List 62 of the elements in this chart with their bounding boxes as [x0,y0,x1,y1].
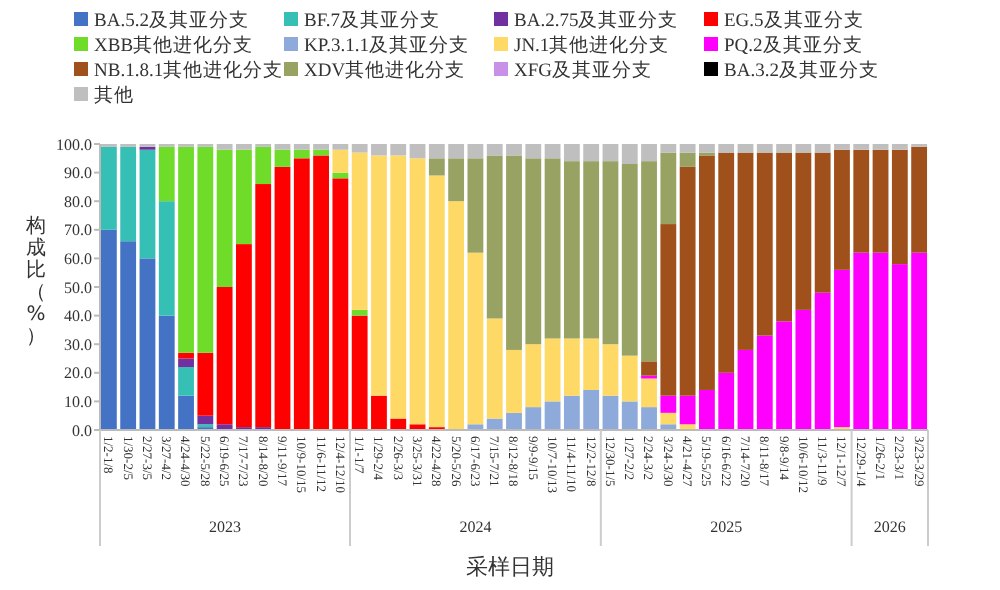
legend-label: BA.3.2及其亚分支 [724,58,879,82]
legend-label: NB.1.8.1其他进化分支 [94,58,284,82]
legend-label: BA.2.75及其亚分支 [514,8,679,32]
bar [332,149,349,173]
bar [544,144,561,159]
bar [197,415,214,425]
bar [602,395,619,430]
text: 2023 [209,518,242,536]
bar [872,144,889,150]
bar [737,144,754,153]
legend-label: 其他 [94,83,134,107]
bar [139,258,156,430]
bar [139,149,156,259]
y-tick-label: 40.0 [64,307,92,326]
bar [467,144,484,159]
bar [351,309,368,316]
bar [544,338,561,402]
bar [178,358,194,368]
bar [872,149,889,253]
y-tick-label: 0.0 [72,421,92,440]
y-tick-label: 50.0 [64,278,92,297]
y-tick-label: 100.0 [56,135,92,154]
legend-label: XDV其他进化分支 [304,58,466,82]
bar [660,395,677,413]
y-tick-label: 60.0 [64,250,92,268]
bar [409,144,426,159]
legend-label: PQ.2及其亚分支 [724,33,863,57]
y-tick-label: 90.0 [64,164,92,183]
bar [660,412,677,425]
bar [274,149,291,167]
y-tick-label: 70.0 [64,221,92,240]
legend-label: XFG及其亚分支 [514,58,653,82]
bar [602,161,619,345]
bar [409,158,426,425]
bar [544,401,561,430]
bar [178,367,194,396]
legend-label: JN.1其他进化分支 [514,33,670,57]
y-tick-label: 30.0 [64,335,92,354]
bar [467,252,484,425]
text: 2026 [873,518,906,536]
x-axis-title: 采样日期 [466,554,554,580]
bar [737,152,754,350]
bar [872,252,889,430]
y-tick-label: 80.0 [64,192,92,211]
legend-label: EG.5及其亚分支 [724,8,864,32]
bar [737,349,754,430]
legend-label: BA.5.2及其亚分支 [94,8,249,32]
bar [274,144,291,150]
text: 2024 [459,518,492,536]
legend-label: BF.7及其亚分支 [304,8,440,32]
y-tick-label: 10.0 [64,393,92,411]
bar [544,158,561,339]
y-axis-title: 构成比（%） [24,214,46,348]
bar [602,344,619,396]
y-tick-label: 20.0 [64,364,92,383]
legend-label: KP.3.1.1及其亚分支 [304,33,469,57]
bar [274,166,291,430]
legend-label: XBB其他进化分支 [94,33,254,57]
bar [158,201,175,316]
bar [467,158,484,253]
text: 2025 [710,518,743,536]
bar [602,144,619,162]
